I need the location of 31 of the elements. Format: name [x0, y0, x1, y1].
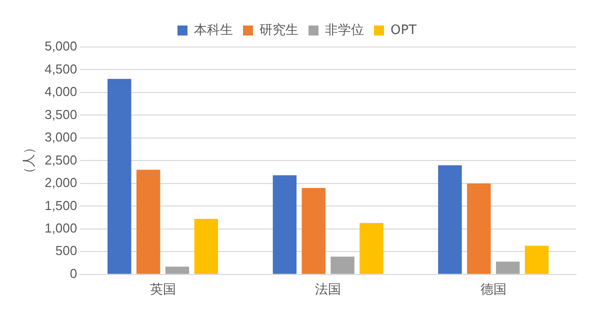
bar: [272, 175, 297, 274]
bar: [524, 246, 549, 274]
y-tick-label: 4,500: [44, 61, 78, 76]
x-tick-label: 英国: [150, 282, 176, 298]
y-tick-label: 4,000: [44, 84, 78, 100]
legend-label: OPT: [390, 22, 417, 38]
bar: [496, 262, 520, 274]
bar: [108, 78, 132, 274]
bar: [194, 218, 218, 274]
y-axis-title: （人）: [22, 141, 38, 180]
bar: [330, 256, 354, 274]
x-tick-label: 法国: [315, 282, 342, 298]
y-tick-label: 2,000: [44, 175, 78, 190]
bar: [136, 170, 160, 274]
legend-label: 本科生: [194, 22, 233, 38]
bar: [438, 165, 462, 274]
bar: [360, 223, 384, 274]
x-tick-label: 德国: [480, 282, 506, 298]
y-tick-label: 5,000: [44, 38, 78, 54]
y-tick-label: 3,500: [44, 106, 78, 122]
bar: [165, 266, 190, 274]
y-tick-label: 2,500: [44, 152, 78, 168]
y-tick-label: 1,000: [44, 220, 78, 236]
y-tick-label: 500: [55, 243, 78, 258]
legend-label: 非学位: [324, 22, 364, 38]
y-tick-label: 0: [70, 266, 78, 281]
bar: [302, 188, 326, 274]
y-tick-label: 3,000: [44, 130, 78, 145]
y-tick-label: 1,500: [44, 198, 78, 213]
bar: [467, 183, 491, 274]
legend-label: 研究生: [259, 22, 298, 38]
